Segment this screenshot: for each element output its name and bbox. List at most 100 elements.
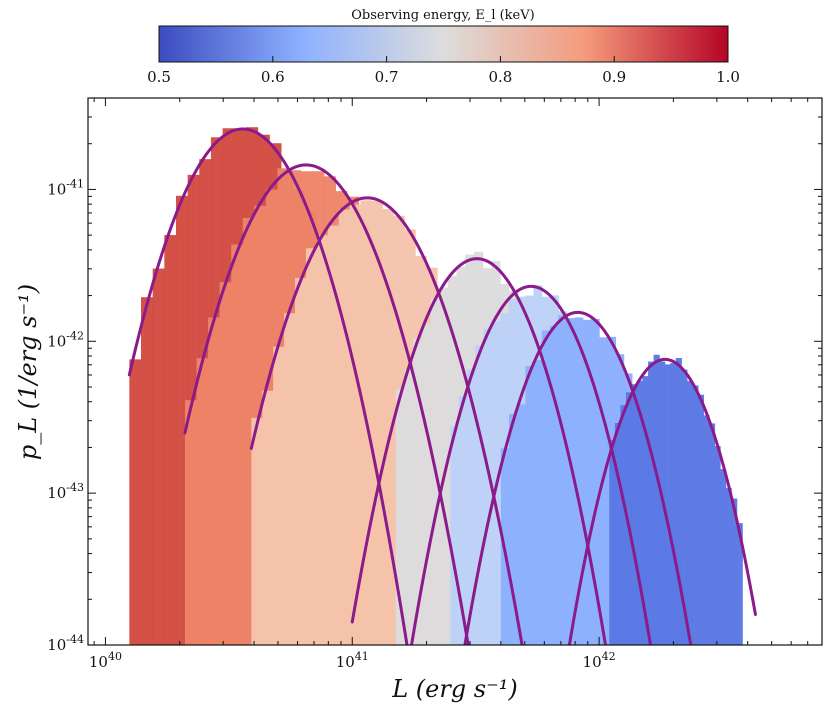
colorbar-ticks: 0.5 0.6 0.7 0.8 0.9 1.0: [147, 56, 740, 86]
histogram-bar: [251, 417, 263, 645]
histogram-bar: [708, 423, 716, 645]
fit-curve: [249, 196, 524, 645]
histogram-bar: [697, 394, 705, 645]
histogram-bar: [483, 328, 493, 645]
histogram-bar: [533, 360, 543, 645]
histogram-bar: [141, 297, 154, 645]
histogram-bar: [129, 359, 142, 645]
x-axis-ticks: 1040 1041 1042: [89, 98, 823, 671]
x-tick-label: 1042: [583, 650, 616, 671]
histogram-bar: [736, 523, 743, 645]
histogram-bar: [625, 392, 633, 645]
histogram-bar: [208, 317, 221, 645]
histogram-bar: [273, 346, 285, 645]
plot-frame: [87, 97, 823, 646]
histogram-bar: [703, 415, 710, 645]
histogram-bar: [590, 318, 600, 645]
colorbar-tick-label: 0.9: [602, 68, 626, 86]
colorbar-tick-label: 0.6: [261, 68, 285, 86]
y-tick-label: 10-43: [47, 481, 84, 502]
histogram-bar: [371, 201, 383, 645]
x-tick-label: 1040: [89, 650, 122, 671]
histogram-bar: [541, 330, 551, 645]
colorbar-tick-label: 0.7: [375, 68, 399, 86]
fit-curve: [463, 310, 693, 645]
histogram-bar: [196, 358, 209, 645]
histogram-bar: [558, 315, 567, 645]
colorbar-tick-label: 1.0: [716, 68, 740, 86]
histogram-bar: [404, 369, 414, 645]
histogram-bar: [566, 318, 576, 645]
x-tick-label: 1041: [336, 650, 369, 671]
histogram-bar: [327, 225, 340, 645]
histogram-bar: [421, 323, 432, 645]
histogram-bar: [413, 337, 423, 645]
histogram-bar: [653, 354, 660, 645]
x-axis-title: L (erg s⁻¹): [391, 675, 518, 703]
colorbar-label: Observing energy, E_l (keV): [351, 8, 534, 23]
histogram-bar: [648, 361, 655, 645]
histogram-bar: [475, 345, 485, 645]
histogram-bar: [338, 209, 351, 645]
histogram-bar: [305, 248, 318, 645]
histogram-bar: [725, 487, 732, 645]
plot-area: 1040 1041 1042 10-41 10-42 10-43 10-44: [47, 97, 823, 671]
colorbar-tick-label: 0.8: [488, 68, 512, 86]
histogram-bar: [517, 404, 527, 645]
fit-curve-layer: [127, 127, 757, 645]
fit-curve: [410, 284, 653, 645]
fit-curve: [183, 163, 470, 645]
y-tick-label: 10-41: [47, 177, 84, 198]
y-tick-label: 10-44: [47, 633, 84, 654]
histogram-bar: [620, 405, 627, 645]
histogram-bar: [549, 325, 559, 645]
histogram-bar: [184, 400, 198, 645]
y-tick-label: 10-42: [47, 329, 84, 350]
histogram-bar: [631, 384, 638, 645]
histogram-bar: [395, 388, 406, 645]
histogram-bar: [681, 369, 688, 645]
histogram-bar: [525, 365, 535, 645]
histogram-bar: [636, 380, 644, 645]
histogram-bar: [450, 425, 460, 645]
histogram-bar: [614, 422, 621, 645]
histogram-bar: [349, 204, 362, 645]
histogram-bar: [467, 369, 476, 645]
fit-curve: [350, 257, 608, 645]
histogram-bar: [231, 244, 244, 645]
histogram-bar: [458, 395, 468, 645]
histogram-bar: [609, 439, 616, 645]
histogram-bar: [439, 287, 449, 645]
histogram-bar: [720, 469, 727, 645]
histogram-bar: [574, 317, 584, 645]
histogram-bar: [714, 445, 721, 645]
colorbar: Observing energy, E_l (keV) 0.5 0.6 0.7 0.8…: [147, 8, 740, 86]
histogram-bar: [692, 385, 699, 645]
histogram-bar: [509, 413, 518, 645]
histogram-series: [609, 354, 743, 645]
histogram-bar: [582, 319, 592, 645]
histogram-bar: [219, 282, 232, 645]
histogram-layer: [129, 127, 743, 645]
histogram-bar: [262, 390, 274, 645]
histogram-bar: [664, 364, 671, 645]
y-axis-ticks: 10-41 10-42 10-43 10-44: [47, 97, 822, 654]
fit-curve: [127, 127, 409, 645]
histogram-bar: [642, 376, 649, 645]
histogram-bar: [284, 313, 296, 645]
histogram-bar: [599, 337, 608, 645]
histogram-bar: [382, 208, 394, 645]
histogram-bar: [731, 498, 738, 645]
fit-curve: [567, 357, 757, 645]
histogram-bar: [164, 235, 177, 645]
histogram-bar: [670, 363, 677, 645]
histogram-bar: [152, 268, 165, 645]
histogram-bar: [316, 235, 329, 645]
histogram-bar: [686, 380, 693, 645]
colorbar-tick-label: 0.5: [147, 68, 171, 86]
colorbar-gradient: [158, 25, 729, 63]
y-axis-title: p_L (1/erg s⁻¹): [14, 284, 42, 460]
histogram-bar: [295, 277, 307, 645]
histogram-bar: [675, 358, 682, 645]
